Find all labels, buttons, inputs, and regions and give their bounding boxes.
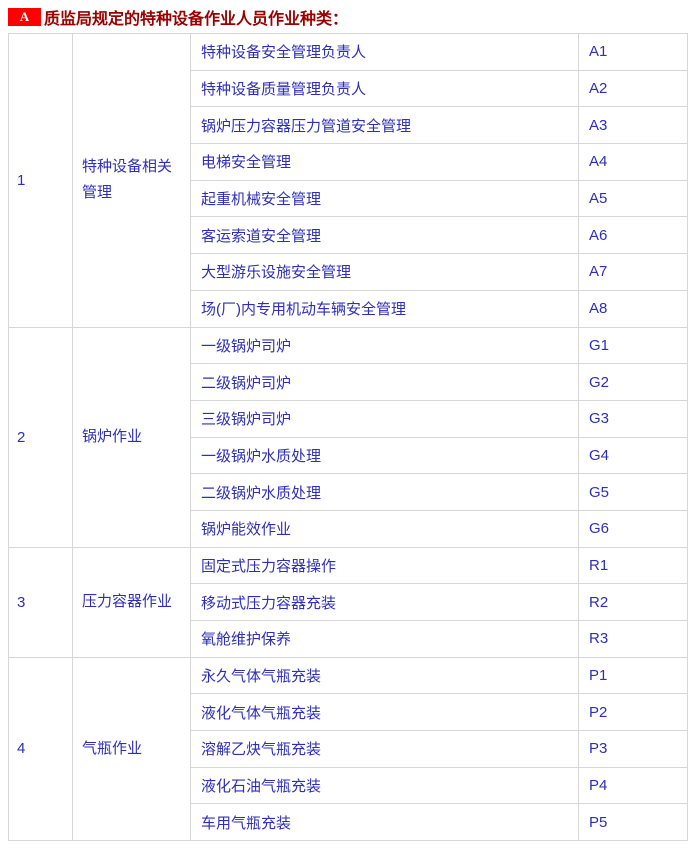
job-code-cell: A4 [578, 143, 688, 181]
job-item-cell: 液化石油气瓶充装 [190, 766, 579, 805]
group-category-cell: 压力容器作业 [72, 546, 191, 658]
table-row: 起重机械安全管理 A5 [9, 179, 688, 218]
group-number-cell: 3 [8, 546, 73, 658]
job-item-cell: 客运索道安全管理 [190, 216, 579, 255]
job-item-cell: 特种设备质量管理负责人 [190, 69, 579, 108]
job-code-cell: A6 [578, 216, 688, 255]
table-row: 氧舱维护保养 R3 [9, 620, 688, 658]
group-category-cell: 锅炉作业 [72, 326, 191, 548]
job-item-cell: 二级锅炉水质处理 [190, 473, 579, 511]
job-code-cell: P5 [578, 803, 688, 842]
table-row: 1 特种设备相关管理 特种设备安全管理负责人 A1 [8, 33, 688, 328]
job-code-cell: A8 [578, 289, 688, 328]
job-item-cell: 液化气体气瓶充装 [190, 693, 579, 732]
table-row: 液化气体气瓶充装 P2 [9, 693, 688, 732]
table-row: 2 锅炉作业 一级锅炉司炉 G1 [8, 326, 688, 548]
job-code-cell: G3 [578, 399, 688, 438]
job-item-cell: 三级锅炉司炉 [190, 399, 579, 438]
job-code-cell: P2 [578, 693, 688, 732]
page-header: A 质监局规定的特种设备作业人员作业种类： [8, 7, 689, 28]
job-item-cell: 锅炉能效作业 [190, 509, 579, 548]
table-row: 一级锅炉水质处理 G4 [9, 436, 688, 475]
job-code-cell: G1 [578, 326, 688, 365]
table-row: 4 气瓶作业 永久气体气瓶充装 P1 [8, 656, 688, 842]
job-code-cell: P1 [578, 656, 688, 695]
job-code-cell: P4 [578, 766, 688, 805]
job-item-cell: 起重机械安全管理 [190, 179, 579, 218]
job-categories-table: 1 特种设备相关管理 特种设备安全管理负责人 A1 特种设备质量管理负责人 A2 锅炉压力容… [8, 33, 688, 842]
job-item-cell: 电梯安全管理 [190, 143, 579, 181]
table-row: 客运索道安全管理 A6 [9, 216, 688, 255]
job-item-cell: 一级锅炉水质处理 [190, 436, 579, 475]
job-code-cell: G5 [578, 473, 688, 511]
job-code-cell: A3 [578, 106, 688, 145]
table-row: 二级锅炉司炉 G2 [9, 363, 688, 401]
job-item-cell: 场(厂)内专用机动车辆安全管理 [190, 289, 579, 328]
group-category-cell: 特种设备相关管理 [72, 33, 191, 328]
job-code-cell: G4 [578, 436, 688, 475]
job-code-cell: A5 [578, 179, 688, 218]
group-number-cell: 1 [8, 33, 73, 328]
job-code-cell: R1 [578, 546, 688, 585]
table-row: 溶解乙炔气瓶充装 P3 [9, 730, 688, 768]
job-item-cell: 车用气瓶充装 [190, 803, 579, 842]
table-row: 移动式压力容器充装 R2 [9, 583, 688, 621]
table-row: 场(厂)内专用机动车辆安全管理 A8 [9, 289, 688, 328]
group-category-cell: 气瓶作业 [72, 656, 191, 842]
job-item-cell: 二级锅炉司炉 [190, 363, 579, 401]
table-row: 液化石油气瓶充装 P4 [9, 766, 688, 805]
job-item-cell: 固定式压力容器操作 [190, 546, 579, 585]
title-badge: A [8, 7, 41, 26]
table-row: 电梯安全管理 A4 [9, 143, 688, 181]
job-item-cell: 锅炉压力容器压力管道安全管理 [190, 106, 579, 145]
job-code-cell: G6 [578, 509, 688, 548]
job-item-cell: 溶解乙炔气瓶充装 [190, 730, 579, 768]
table-row: 特种设备质量管理负责人 A2 [9, 69, 688, 108]
job-code-cell: A1 [578, 33, 688, 71]
table-body: 1 特种设备相关管理 特种设备安全管理负责人 A1 特种设备质量管理负责人 A2 锅炉压力容… [8, 33, 688, 842]
job-item-cell: 一级锅炉司炉 [190, 326, 579, 365]
job-code-cell: R2 [578, 583, 688, 621]
group-number-cell: 4 [8, 656, 73, 842]
table-row: 二级锅炉水质处理 G5 [9, 473, 688, 511]
job-code-cell: R3 [578, 620, 688, 658]
page-title: 质监局规定的特种设备作业人员作业种类： [44, 10, 349, 28]
group-number-cell: 2 [8, 326, 73, 548]
job-item-cell: 氧舱维护保养 [190, 620, 579, 658]
job-code-cell: P3 [578, 730, 688, 768]
job-code-cell: G2 [578, 363, 688, 401]
job-item-cell: 永久气体气瓶充装 [190, 656, 579, 695]
table-row: 车用气瓶充装 P5 [9, 803, 688, 842]
job-item-cell: 特种设备安全管理负责人 [190, 33, 579, 71]
job-item-cell: 大型游乐设施安全管理 [190, 253, 579, 291]
table-row: 大型游乐设施安全管理 A7 [9, 253, 688, 291]
table-row: 锅炉能效作业 G6 [9, 509, 688, 548]
job-code-cell: A7 [578, 253, 688, 291]
job-item-cell: 移动式压力容器充装 [190, 583, 579, 621]
job-code-cell: A2 [578, 69, 688, 108]
table-row: 3 压力容器作业 固定式压力容器操作 R1 [8, 546, 688, 658]
